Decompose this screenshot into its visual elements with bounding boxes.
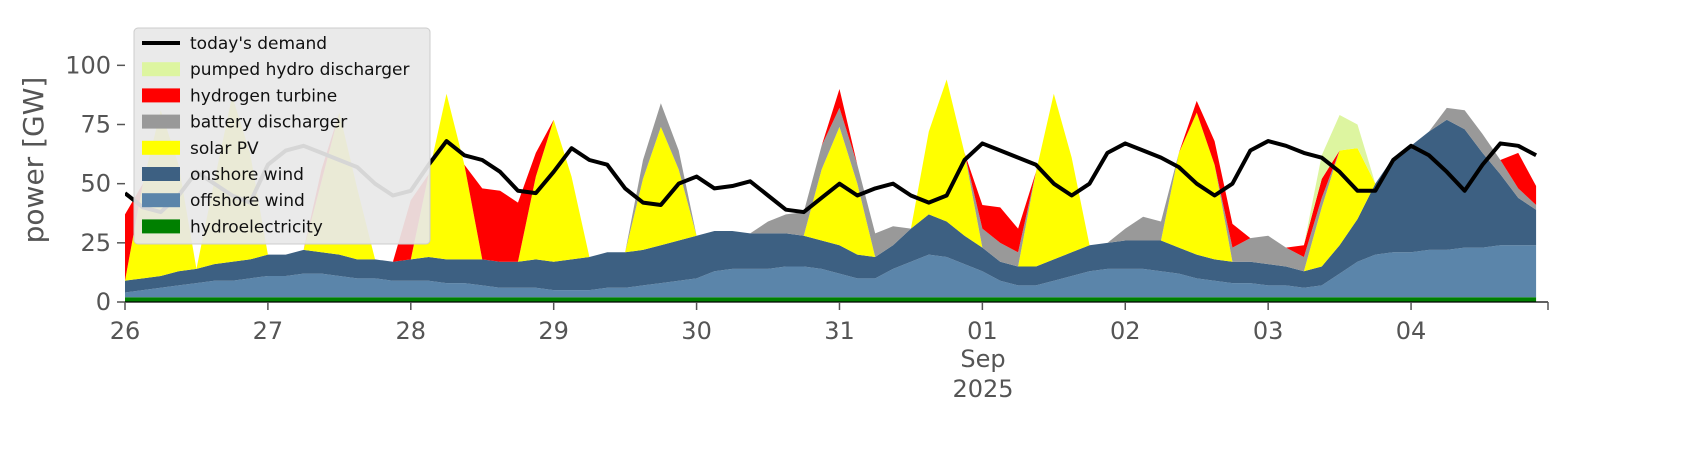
x-tick-label: 28 (396, 317, 427, 345)
legend-swatch-battery-discharger (142, 114, 180, 129)
x-tick-label: 02 (1110, 317, 1141, 345)
legend-swatch-hydroelectricity (142, 219, 180, 234)
y-tick-label: 25 (80, 229, 111, 257)
area-hydrogen-turbine (125, 79, 1537, 281)
x-tick-label: 27 (253, 317, 284, 345)
legend-label-onshore-wind: onshore wind (190, 165, 304, 185)
y-tick-label: 100 (65, 51, 111, 79)
legend-label-offshore-wind: offshore wind (190, 191, 305, 211)
x-month-label: Sep (960, 345, 1005, 373)
x-tick-label: 26 (110, 317, 141, 345)
y-tick-label: 50 (80, 170, 111, 198)
x-year-label: 2025 (952, 375, 1013, 403)
legend-swatch-solar-pv (142, 140, 180, 155)
legend-swatch-offshore-wind (142, 193, 180, 208)
legend-label-hydrogen-turbine: hydrogen turbine (190, 86, 337, 106)
area-hydroelectricity (125, 297, 1537, 302)
legend-swatch-hydrogen-turbine (142, 88, 180, 103)
x-tick-label: 04 (1396, 317, 1427, 345)
legend-label-hydroelectricity: hydroelectricity (190, 217, 323, 237)
x-tick-label: 29 (538, 317, 569, 345)
x-ticks: 26 27 28 29 30 31 01 02 03 04 (110, 302, 1549, 345)
x-tick-label: 01 (967, 317, 998, 345)
legend-label-solar-pv: solar PV (190, 139, 259, 159)
legend-swatch-pumped-hydro-discharger (142, 62, 180, 77)
area-onshore-wind (125, 119, 1537, 293)
legend-box (133, 27, 431, 245)
x-tick-label: 30 (681, 317, 712, 345)
legend-label-battery-discharger: battery discharger (190, 113, 347, 133)
x-tick-label: 31 (824, 317, 855, 345)
legend-swatch-onshore-wind (142, 167, 180, 181)
legend-label-pumped-hydro-discharger: pumped hydro discharger (190, 60, 409, 80)
y-ticks: 0 25 50 75 100 (65, 51, 125, 316)
stacked-areas (125, 79, 1537, 302)
x-tick-label: 03 (1253, 317, 1284, 345)
y-tick-label: 75 (80, 111, 111, 139)
y-tick-label: 0 (96, 288, 111, 316)
y-axis-title: power [GW] (17, 77, 50, 244)
legend-label-today-s-demand: today's demand (190, 34, 327, 54)
legend: today's demand pumped hydro discharger hyd… (133, 27, 431, 245)
area-solar-pv (125, 79, 1537, 281)
